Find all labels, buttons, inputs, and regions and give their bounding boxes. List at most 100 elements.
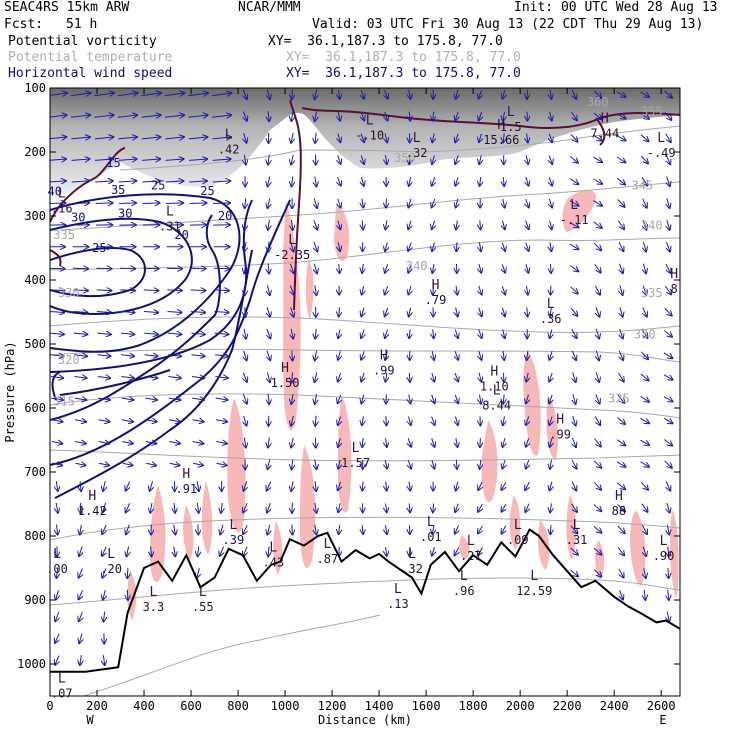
wind-vector: [244, 350, 247, 361]
wind-vector: [620, 590, 623, 599]
wind-vector: [215, 420, 227, 422]
x-tick-label: 1600: [412, 699, 441, 713]
wind-vector: [211, 115, 231, 117]
wind-vector: [455, 133, 458, 143]
wind-vector: [549, 372, 552, 382]
wind-vector: [596, 328, 599, 339]
wind-vector: [502, 220, 505, 230]
wind-vector: [338, 372, 341, 382]
wind-vector: [480, 459, 481, 469]
wind-vector: [142, 203, 160, 204]
wind-vector: [127, 568, 128, 578]
wind-vector: [620, 328, 623, 339]
pv-low-marker: L: [570, 198, 578, 213]
wind-vector: [71, 137, 90, 139]
wind-vector: [385, 220, 387, 230]
wind-vector: [338, 220, 341, 230]
wind-vector: [50, 181, 66, 182]
wind-speed-label: 25: [92, 241, 106, 255]
wind-vector: [192, 442, 204, 444]
x-tick-label: 1200: [318, 699, 347, 713]
pv-extreme-value: .32: [401, 562, 423, 576]
pv-extreme-value: 88: [612, 504, 626, 518]
wind-vector: [188, 93, 208, 96]
wind-vector: [291, 328, 293, 339]
wind-vector: [338, 177, 341, 186]
wind-vector: [479, 372, 481, 382]
wind-vector: [526, 372, 528, 382]
wind-vector: [190, 312, 205, 313]
wind-vector: [620, 263, 623, 273]
wind-vector: [386, 416, 387, 425]
wind-vector: [550, 242, 551, 251]
wind-vector: [386, 438, 387, 447]
wind-vector: [120, 333, 135, 334]
wind-vector: [570, 547, 578, 555]
wind-vector: [292, 372, 293, 382]
wind-speed-label: 20: [218, 209, 232, 223]
pv-extreme-value: 8.44: [482, 399, 511, 413]
forecast-label: Fcst:: [4, 17, 44, 32]
wind-vector: [121, 420, 133, 422]
wind-vector: [570, 569, 578, 577]
wind-vector: [51, 442, 63, 444]
wind-vector: [550, 503, 552, 512]
wind-vector: [408, 459, 411, 468]
wind-vector: [314, 263, 317, 274]
wind-vector: [55, 655, 59, 665]
wind-vector: [479, 90, 482, 98]
wind-vector: [386, 503, 387, 512]
wind-vector-field: [50, 89, 673, 665]
wind-vector: [97, 355, 111, 356]
wind-vector: [525, 503, 529, 512]
wind-vector: [409, 416, 411, 426]
wind-vector: [667, 241, 671, 251]
wind-vector: [50, 159, 66, 160]
wind-vector: [71, 181, 90, 182]
pv-low-marker: L: [288, 233, 296, 248]
wind-vector: [479, 329, 482, 339]
wind-vector: [243, 524, 247, 534]
wind-vector: [117, 93, 138, 96]
wind-vector: [502, 307, 505, 317]
wind-vector: [192, 398, 204, 400]
wind-vector: [97, 377, 110, 379]
pv-low-marker: L: [460, 569, 468, 584]
wind-vector: [268, 198, 270, 208]
wind-vector: [640, 439, 649, 445]
wind-vector: [98, 420, 110, 422]
wind-vector: [126, 524, 129, 534]
wind-vector: [479, 133, 482, 143]
wind-speed-label: 35: [111, 183, 125, 197]
wind-vector: [526, 263, 528, 273]
wind-vector: [385, 351, 387, 360]
wind-vector: [338, 242, 340, 251]
wind-vector: [94, 93, 114, 96]
wind-vector: [213, 203, 230, 204]
wind-vector: [267, 89, 270, 100]
pv-extreme-value: .55: [192, 600, 214, 614]
wind-vector: [526, 242, 529, 252]
wind-vector: [478, 481, 482, 490]
wind-vector: [549, 351, 552, 360]
y-tick-label: 600: [24, 401, 46, 415]
wind-vector: [385, 90, 388, 98]
y-tick-label: 100: [24, 81, 46, 95]
pv-low-marker: L: [507, 105, 515, 120]
wind-vector: [663, 330, 672, 337]
wind-vector: [243, 546, 247, 556]
wind-vector: [385, 459, 387, 469]
wind-vector: [643, 546, 646, 557]
wind-vector: [244, 132, 247, 143]
wind-vector: [79, 568, 83, 578]
wind-vector: [663, 374, 673, 380]
wind-vector: [79, 633, 82, 644]
wind-vector: [640, 417, 649, 423]
wind-vector: [74, 398, 87, 400]
wind-vector: [315, 502, 317, 513]
x-axis-ticks: 0 200 400 600 800 1000 1200 1400 1600 1800 2000 220…: [46, 88, 676, 713]
wind-vector: [409, 155, 410, 164]
wind-vector: [80, 655, 82, 665]
wind-vector: [315, 350, 317, 361]
